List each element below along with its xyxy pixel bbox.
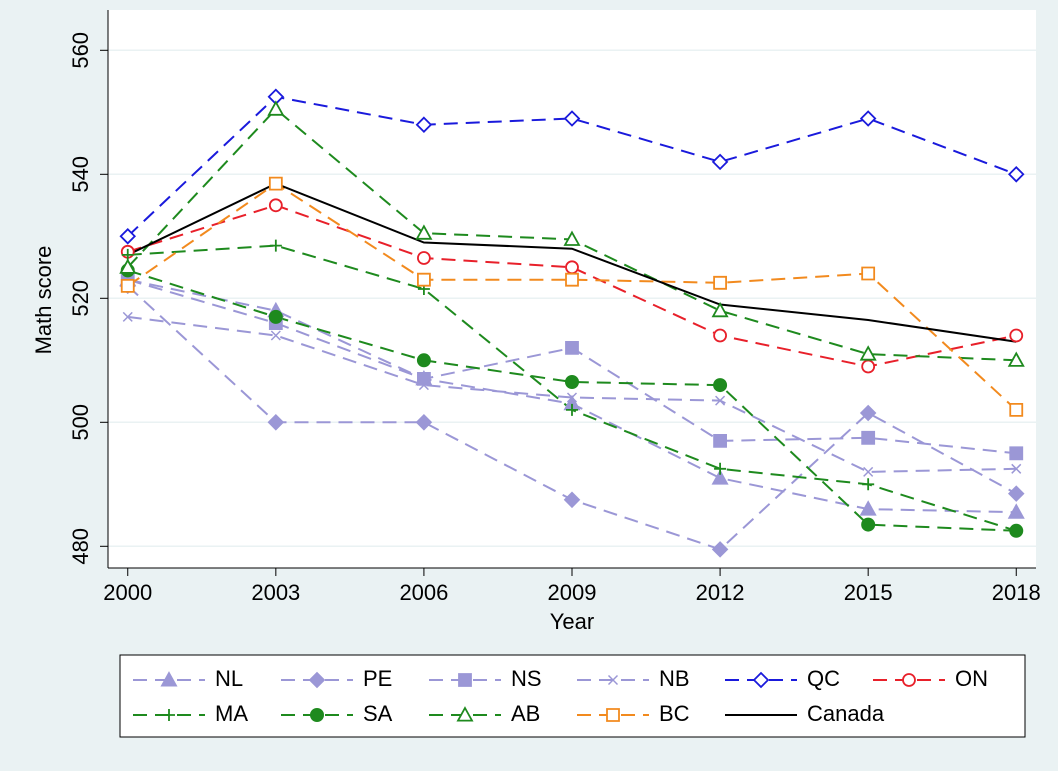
legend-label: MA [215,701,248,726]
legend-marker [458,673,472,687]
marker [861,266,876,281]
marker [1007,351,1025,367]
marker [859,404,877,422]
marker [267,100,285,116]
marker [715,395,726,406]
legend-marker [310,708,324,722]
marker [416,353,431,368]
y-tick-label: 520 [68,280,93,317]
legend-label: NB [659,666,690,691]
legend-marker [752,671,770,689]
legend-label: ON [955,666,988,691]
marker [713,433,727,448]
legend-marker [163,709,175,721]
marker [267,414,285,431]
marker [563,491,581,509]
marker [862,478,875,491]
marker [711,153,729,171]
y-tick-label: 540 [68,156,93,193]
legend-label: Canada [807,701,885,726]
legend-marker [607,674,619,686]
y-axis-title: Math score [31,246,56,355]
marker [565,340,579,355]
marker [1009,523,1024,538]
marker [566,392,578,403]
legend-marker [902,673,916,687]
marker [268,176,283,191]
marker [861,517,876,532]
marker [859,500,877,516]
marker [563,230,581,246]
marker [1009,402,1024,417]
marker [120,278,135,293]
marker [268,309,283,324]
marker [417,371,431,386]
marker [1009,446,1024,461]
legend-label: NS [511,666,542,691]
marker [119,258,137,274]
x-tick-label: 2009 [548,580,597,605]
marker [566,403,578,416]
marker [859,345,877,361]
legend-marker [308,671,326,689]
marker [415,414,433,431]
marker [417,272,431,287]
marker [1009,328,1024,343]
legend-marker [606,708,620,722]
marker [417,251,431,265]
legend-label: PE [363,666,392,691]
legend-label: SA [363,701,393,726]
marker [563,110,581,127]
x-axis-title: Year [550,609,594,634]
marker [713,328,727,343]
legend-label: BC [659,701,690,726]
marker [1007,166,1025,183]
legend-label: AB [511,701,540,726]
legend [119,654,1026,738]
marker [1011,463,1022,474]
marker [713,275,727,290]
marker [713,378,728,393]
marker [268,198,283,213]
marker [714,462,727,475]
marker [1007,503,1025,519]
marker [415,116,433,133]
marker [711,469,729,485]
marker [269,239,282,252]
marker [565,375,579,389]
marker [1007,485,1025,502]
marker [863,466,874,477]
x-tick-label: 2003 [251,580,300,605]
marker [418,380,429,391]
x-tick-label: 2015 [844,580,893,605]
plot-area [108,10,1036,568]
marker [711,301,729,318]
marker [122,311,133,322]
marker [415,224,433,240]
marker [119,228,137,245]
marker [565,272,579,287]
marker [711,541,729,558]
x-tick-label: 2012 [696,580,745,605]
legend-marker [456,706,474,722]
legend-label: NL [215,666,243,691]
y-tick-label: 500 [68,404,93,441]
y-tick-label: 560 [68,32,93,69]
marker [270,330,281,341]
x-tick-label: 2000 [103,580,152,605]
marker [861,359,876,374]
marker [861,430,876,445]
legend-label: QC [807,666,840,691]
x-tick-label: 2018 [992,580,1041,605]
y-tick-label: 480 [68,528,93,565]
legend-marker [160,671,178,687]
x-tick-label: 2006 [399,580,448,605]
marker [859,110,877,127]
marker [565,260,579,275]
